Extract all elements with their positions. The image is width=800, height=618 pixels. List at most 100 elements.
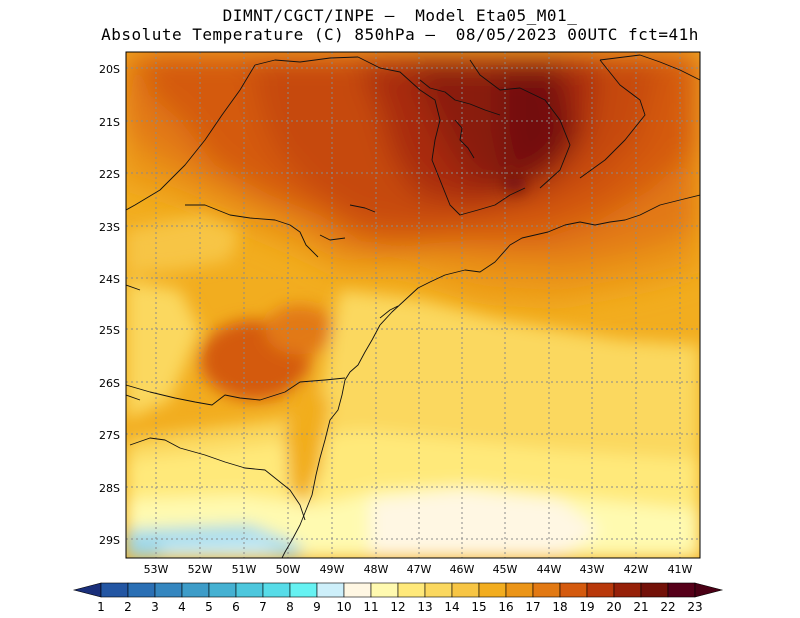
color-bar-labels: 1 2 3 4 5 6 7 8 9 10 11 12 13 14 15 16 1…	[97, 600, 702, 614]
state-border-sp-mg	[357, 56, 526, 216]
colorbar-underflow-arrow	[72, 582, 102, 598]
lat-label: 27S	[99, 429, 120, 442]
lat-label: 23S	[99, 221, 120, 234]
field-area-14c-west	[126, 215, 240, 275]
state-border-mg-rj	[469, 59, 571, 189]
graticule	[126, 52, 700, 558]
colorbar-label: 19	[579, 600, 594, 614]
field-band-22c	[500, 70, 575, 180]
colorbar-overflow-arrow	[694, 582, 724, 598]
colorbar-label: 10	[336, 600, 351, 614]
color-bar	[72, 582, 724, 598]
colorbar-label: 1	[97, 600, 105, 614]
state-border-sc-rs	[129, 437, 306, 521]
state-border-ms-sp	[126, 64, 256, 211]
colorbar-swatch	[235, 582, 264, 598]
longitude-axis: 53W 52W 51W 50W 49W 48W 47W 46W 45W 44W …	[144, 563, 693, 576]
colorbar-swatch	[370, 582, 399, 598]
state-border-top	[599, 54, 641, 61]
lon-label: 43W	[580, 563, 605, 576]
lon-label: 53W	[144, 563, 169, 576]
state-border-pr-sc	[126, 377, 346, 406]
lat-label: 29S	[99, 534, 120, 547]
colorbar-swatch	[424, 582, 453, 598]
lat-label: 22S	[99, 168, 120, 181]
lon-label: 46W	[450, 563, 475, 576]
reservoir-furnas	[454, 119, 475, 159]
colorbar-swatch	[343, 582, 372, 598]
reservoir-b	[319, 234, 346, 241]
colorbar-swatch	[100, 582, 129, 598]
colorbar-label: 12	[390, 600, 405, 614]
colorbar-label: 14	[444, 600, 459, 614]
colorbar-label: 9	[313, 600, 321, 614]
colorbar-swatch	[478, 582, 507, 598]
lon-label: 45W	[493, 563, 518, 576]
lat-label: 28S	[99, 482, 120, 495]
state-border-west-2	[126, 394, 141, 401]
colorbar-label: 18	[552, 600, 567, 614]
colorbar-label: 17	[525, 600, 540, 614]
state-border-pr-sp	[185, 204, 319, 258]
colorbar-swatch	[154, 582, 183, 598]
state-border-mg-es	[579, 59, 646, 179]
reservoir-a	[349, 204, 376, 213]
colorbar-swatch	[397, 582, 426, 598]
lat-label: 26S	[99, 377, 120, 390]
colorbar-label: 22	[660, 600, 675, 614]
chart-title-line-1: DIMNT/CGCT/INPE – Model Eta05_M01_	[222, 6, 578, 25]
lon-label: 41W	[668, 563, 693, 576]
lat-label: 21S	[99, 116, 120, 129]
lat-label: 20S	[99, 63, 120, 76]
colorbar-swatch	[505, 582, 534, 598]
colorbar-label: 4	[178, 600, 186, 614]
lon-label: 49W	[320, 563, 345, 576]
colorbar-label: 7	[259, 600, 267, 614]
lat-label: 25S	[99, 324, 120, 337]
chart-title-line-2: Absolute Temperature (C) 850hPa – 08/05/…	[101, 25, 699, 44]
colorbar-swatch	[586, 582, 615, 598]
colorbar-swatch	[289, 582, 318, 598]
colorbar-label: 3	[151, 600, 159, 614]
coast-inlet	[379, 305, 399, 319]
lon-label: 48W	[364, 563, 389, 576]
colorbar-label: 15	[471, 600, 486, 614]
map-frame	[125, 51, 701, 559]
lon-label: 44W	[537, 563, 562, 576]
field-blob-17c	[265, 305, 335, 355]
latitude-axis: 20S 21S 22S 23S 24S 25S 26S 27S 28S 29S	[99, 63, 120, 547]
field-area-cool-edge	[160, 540, 290, 558]
state-border-pr-west	[126, 284, 141, 291]
lon-label: 51W	[232, 563, 257, 576]
lon-label: 47W	[407, 563, 432, 576]
colorbar-label: 21	[633, 600, 648, 614]
colorbar-swatch	[181, 582, 210, 598]
colorbar-swatch	[127, 582, 156, 598]
colorbar-swatch	[559, 582, 588, 598]
field-core-23c	[506, 177, 524, 191]
colorbar-label: 23	[687, 600, 702, 614]
colorbar-label: 13	[417, 600, 432, 614]
field-area-13c-west	[126, 280, 200, 420]
boundaries	[126, 54, 700, 558]
colorbar-label: 2	[124, 600, 132, 614]
lat-label: 24S	[99, 273, 120, 286]
river-grande	[419, 79, 501, 116]
colorbar-label: 5	[205, 600, 213, 614]
colorbar-swatch	[667, 582, 696, 598]
temperature-field	[126, 52, 700, 558]
colorbar-label: 20	[606, 600, 621, 614]
colorbar-label: 11	[363, 600, 378, 614]
colorbar-swatch	[262, 582, 291, 598]
colorbar-swatch	[208, 582, 237, 598]
colorbar-label: 16	[498, 600, 513, 614]
lon-label: 50W	[276, 563, 301, 576]
colorbar-swatch	[451, 582, 480, 598]
coastline	[281, 194, 700, 558]
lon-label: 42W	[624, 563, 649, 576]
field-warm-tongue-coast	[285, 380, 330, 505]
colorbar-label: 6	[232, 600, 240, 614]
colorbar-swatch	[316, 582, 345, 598]
colorbar-label: 8	[286, 600, 294, 614]
